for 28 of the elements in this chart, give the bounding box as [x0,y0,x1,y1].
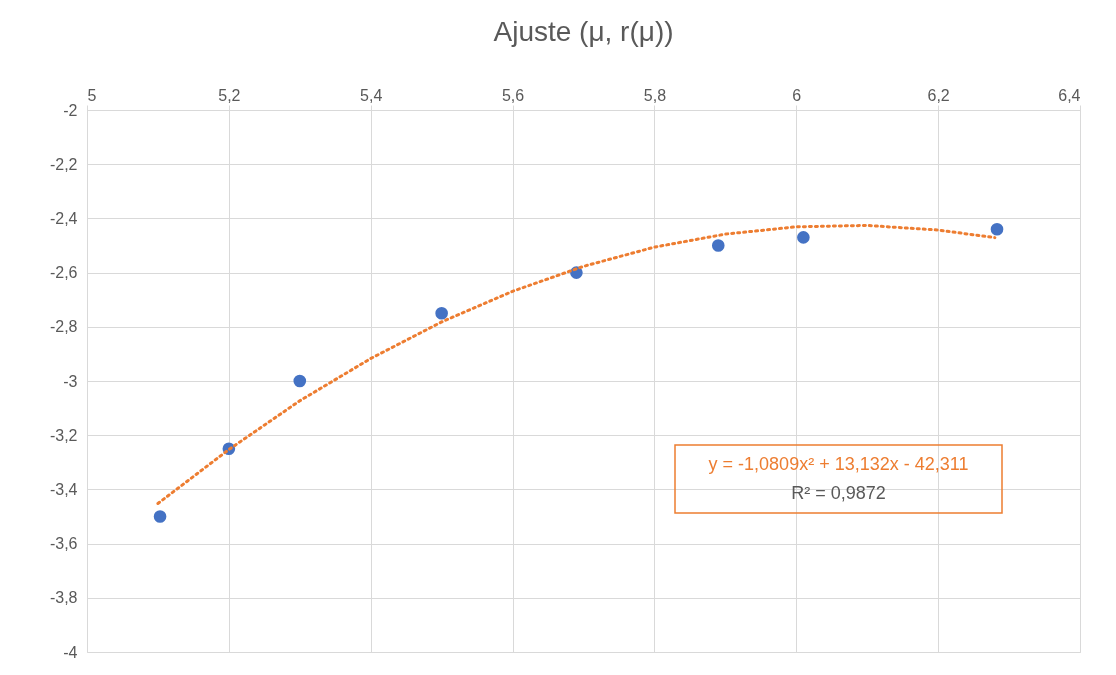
x-tick-label: 5,4 [360,86,383,104]
y-tick-label: -3,2 [49,426,78,444]
point [711,239,725,252]
chart-title: Ajuste (μ, r(μ)) [493,16,674,47]
y-tick-label: -2 [63,101,78,119]
y-tick-label: -2,8 [49,318,78,336]
y-tick-label: -3,8 [49,589,78,607]
annotation: R² = 0,9872 [791,483,886,503]
y-tick-label: -2,4 [49,209,78,227]
x-tick-label: 5,6 [501,86,525,104]
y-tick-label: -2,6 [49,264,78,282]
point [293,374,307,388]
y-tick-label: -3,6 [49,535,78,553]
point [435,306,448,320]
point [990,222,1004,236]
point [797,231,810,244]
x-tick-label: 5 [87,86,97,104]
y-tick-label: -2,2 [49,155,78,173]
x-tick-label: 6,2 [927,86,950,104]
point [153,510,167,523]
annotation: y = -1,0809x² + 13,132x - 42,311 [708,454,969,474]
y-tick-label: -3 [63,372,78,390]
x-tick-label: 6,4 [1058,86,1081,104]
x-tick-label: 6 [792,86,802,104]
y-tick-label: -3,4 [49,480,78,498]
x-tick-label: 5,8 [643,86,667,104]
x-tick-label: 5,2 [218,86,241,104]
y-tick-label: -4 [63,643,78,661]
